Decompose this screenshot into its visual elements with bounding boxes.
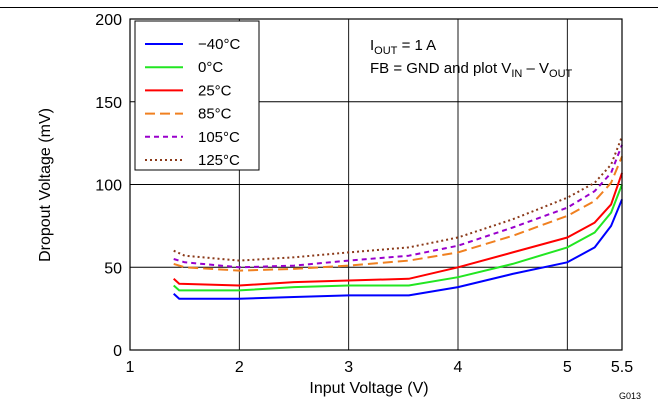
tick-labels: 1 2 3 4 5 5.5 0 50 100 150 200 — [95, 12, 633, 376]
legend-label: 105°C — [198, 129, 240, 146]
series-line — [173, 184, 623, 292]
y-tick-label: 50 — [104, 260, 122, 277]
condition-annotation: IOUT = 1 A FB = GND and plot VIN – VOUT — [370, 37, 573, 80]
legend-items: −40°C 0°C 25°C 85°C 105°C 125°C — [145, 36, 240, 169]
annotation-line-2: FB = GND and plot VIN – VOUT — [370, 60, 573, 80]
x-tick-label: 4 — [454, 359, 463, 376]
series-line — [173, 156, 623, 272]
legend-label: 0°C — [198, 59, 223, 76]
legend-label: 25°C — [198, 82, 232, 99]
y-axis-title: Dropout Voltage (mV) — [37, 108, 54, 262]
x-tick-label: 2 — [235, 359, 244, 376]
y-tick-label: 0 — [113, 343, 122, 360]
series-line — [173, 199, 623, 300]
legend-box — [134, 20, 260, 171]
series-line — [173, 144, 623, 269]
legend: −40°C 0°C 25°C 85°C 105°C 125°C — [134, 20, 260, 171]
x-tick-label: 3 — [344, 359, 353, 376]
y-tick-label: 150 — [95, 95, 122, 112]
x-tick-label: 5 — [563, 359, 572, 376]
series-line — [173, 172, 623, 287]
y-tick-label: 100 — [95, 178, 122, 195]
x-tick-label: 5.5 — [611, 359, 633, 376]
legend-label: 125°C — [198, 152, 240, 169]
figure-id: G013 — [619, 391, 641, 401]
plot-frame — [129, 18, 623, 351]
x-tick-label: 1 — [126, 359, 135, 376]
legend-label: 85°C — [198, 106, 232, 123]
top-rule — [0, 7, 658, 8]
y-tick-label: 200 — [95, 12, 122, 29]
legend-label: −40°C — [198, 36, 240, 53]
annotation-line-1: IOUT = 1 A — [370, 37, 436, 57]
series-layer — [173, 136, 623, 300]
x-axis-title: Input Voltage (V) — [309, 380, 428, 397]
